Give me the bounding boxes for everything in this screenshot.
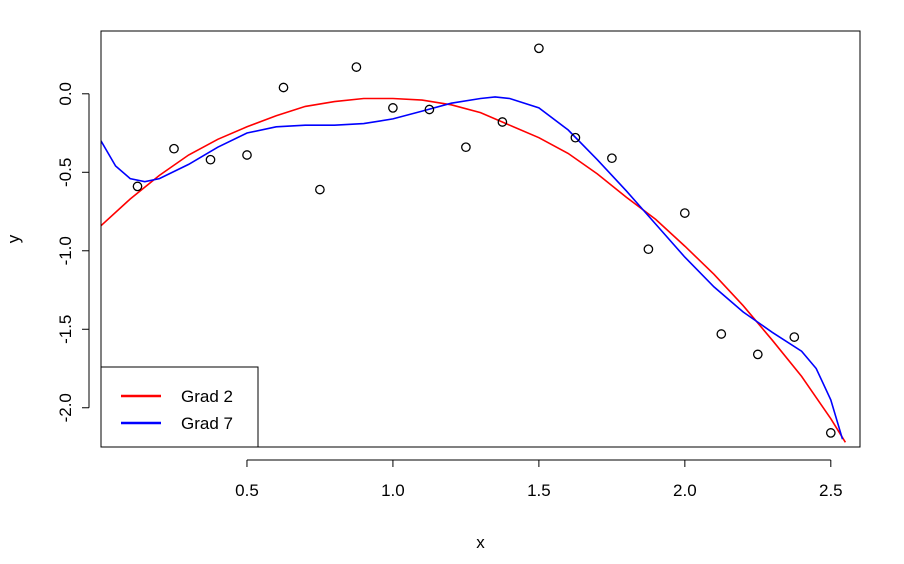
data-point (752, 349, 763, 360)
x-axis-title: x (476, 533, 485, 552)
y-axis-title: y (4, 234, 23, 243)
y-tick-label: -1.5 (56, 315, 75, 344)
legend: Grad 2 Grad 7 (100, 366, 259, 448)
plot-frame (100, 30, 861, 448)
data-point (789, 332, 800, 342)
x-tick-label: 2.0 (673, 481, 697, 500)
legend-label-grad-2: Grad 2 (181, 387, 233, 406)
legend-label-grad-7: Grad 7 (181, 414, 233, 433)
y-tick-label: -2.0 (56, 393, 75, 422)
curves-layer (101, 96, 847, 443)
x-tick-label: 1.0 (381, 481, 405, 500)
y-tick-label: 0.0 (56, 82, 75, 106)
data-point (278, 82, 289, 93)
data-point (679, 208, 690, 218)
data-point (132, 181, 143, 192)
data-point (351, 62, 362, 72)
legend-box (100, 366, 259, 448)
data-point (497, 117, 508, 127)
data-point (169, 143, 179, 154)
x-tick-label: 0.5 (235, 481, 259, 500)
data-point (570, 132, 581, 143)
data-point (716, 329, 727, 339)
x-axis: 0.5 1.0 1.5 2.0 2.5 (235, 459, 843, 500)
data-point (825, 428, 836, 438)
data-point (643, 244, 654, 255)
data-point (242, 150, 252, 160)
y-tick-label: -0.5 (56, 158, 75, 187)
data-point (315, 184, 325, 195)
x-tick-label: 1.5 (527, 481, 551, 500)
points-layer (132, 43, 836, 438)
data-point (607, 153, 617, 164)
y-tick-label: -1.0 (56, 236, 75, 265)
series-line-grad-2 (101, 97, 847, 443)
data-point (424, 104, 435, 115)
series-line-grad-7 (101, 96, 844, 440)
data-point (388, 103, 398, 113)
data-point (205, 154, 216, 165)
data-point (461, 142, 471, 153)
y-axis: 0.0 -0.5 -1.0 -1.5 -2.0 (56, 82, 90, 422)
x-tick-label: 2.5 (819, 481, 843, 500)
data-point (534, 43, 544, 54)
